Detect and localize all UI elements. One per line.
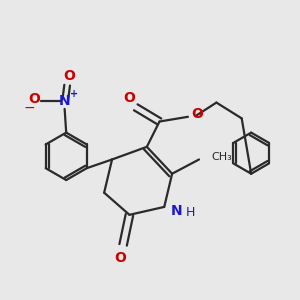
- Text: O: O: [28, 92, 40, 106]
- Text: O: O: [114, 250, 126, 265]
- Text: H: H: [185, 206, 195, 219]
- Text: O: O: [191, 106, 203, 121]
- Text: CH₃: CH₃: [212, 152, 232, 162]
- Text: O: O: [124, 92, 135, 106]
- Text: O: O: [63, 69, 75, 83]
- Text: −: −: [23, 101, 35, 115]
- Text: +: +: [70, 89, 78, 99]
- Text: N: N: [59, 94, 70, 108]
- Text: N: N: [170, 204, 182, 218]
